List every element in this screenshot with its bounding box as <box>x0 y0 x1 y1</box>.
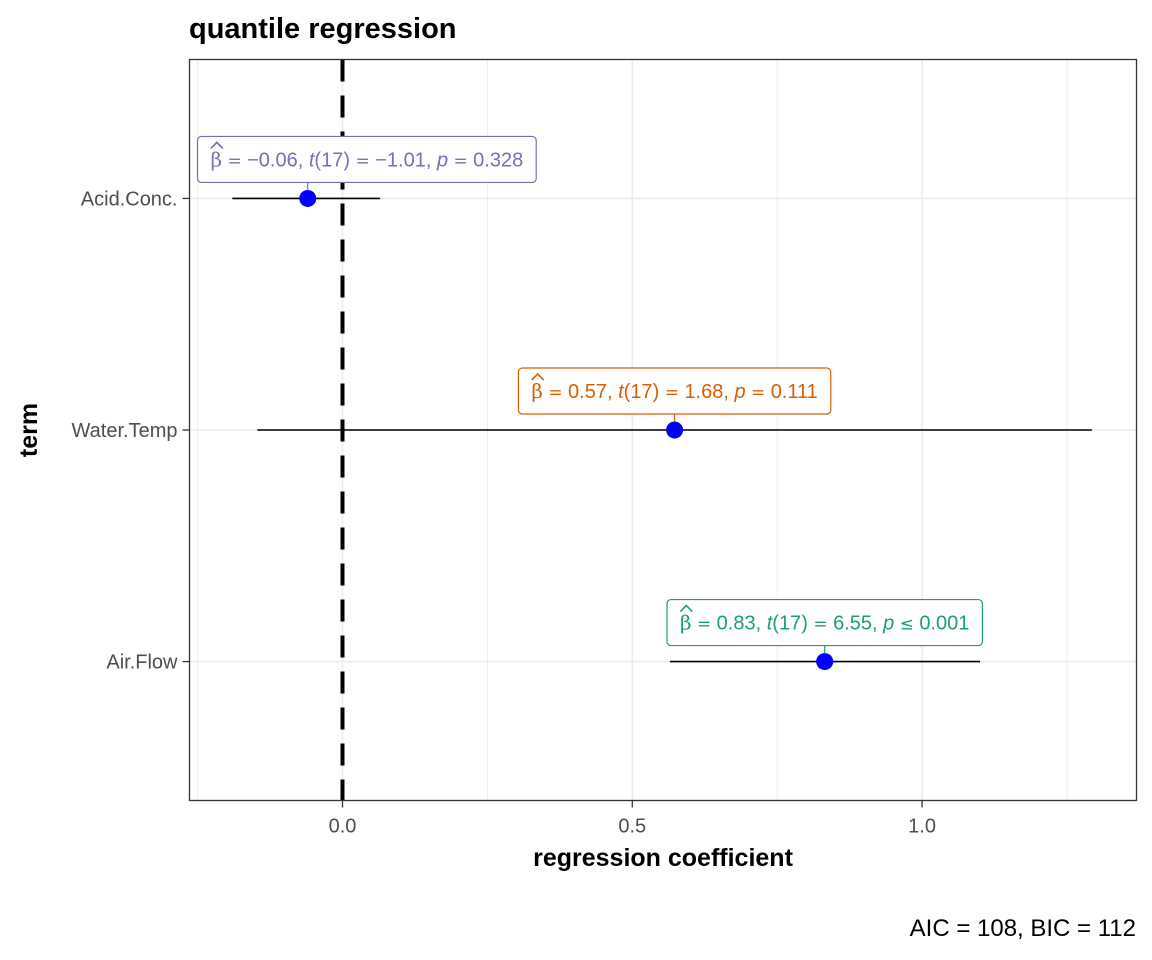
x-tick-label: 0.5 <box>618 816 646 838</box>
beta-hat <box>210 141 224 150</box>
error-bars <box>232 197 1092 663</box>
y-tick-label-acid-conc: Acid.Conc. <box>81 188 178 210</box>
estimate-labels: β = −0.06, t(17) = −1.01, p = 0.328 β = 0… <box>196 135 983 654</box>
y-tick-label-water-temp: Water.Temp <box>72 420 178 442</box>
estimate-label-water-temp: β = 0.57, t(17) = 1.68, p = 0.111 <box>517 367 832 422</box>
x-axis-ticks: 0.0 0.5 1.0 <box>329 800 936 838</box>
label-text: β = −0.06, t(17) = −1.01, p = 0.328 <box>211 147 524 171</box>
y-axis-ticks: Acid.Conc. Water.Temp Air.Flow <box>72 188 190 674</box>
y-tick-label-air-flow: Air.Flow <box>106 652 178 674</box>
point-water-temp <box>666 421 684 439</box>
x-tick-label: 1.0 <box>908 816 936 838</box>
chart-title: quantile regression <box>189 13 457 45</box>
caption: AIC = 108, BIC = 112 <box>910 915 1136 942</box>
label-text: β = 0.83, t(17) = 6.55, p ≤ 0.001 <box>680 611 969 635</box>
point-acid-conc <box>299 189 317 207</box>
point-air-flow <box>816 653 834 671</box>
estimate-points <box>299 189 834 671</box>
x-axis-title: regression coefficient <box>533 844 793 872</box>
x-tick-label: 0.0 <box>329 816 357 838</box>
estimate-label-acid-conc: β = −0.06, t(17) = −1.01, p = 0.328 <box>196 135 537 191</box>
estimate-label-air-flow: β = 0.83, t(17) = 6.55, p ≤ 0.001 <box>666 598 983 654</box>
label-text: β = 0.57, t(17) = 1.68, p = 0.111 <box>531 379 817 403</box>
y-axis-title: term <box>15 403 43 457</box>
beta-hat <box>531 372 545 381</box>
beta-hat <box>679 604 693 613</box>
label-box <box>196 135 537 184</box>
